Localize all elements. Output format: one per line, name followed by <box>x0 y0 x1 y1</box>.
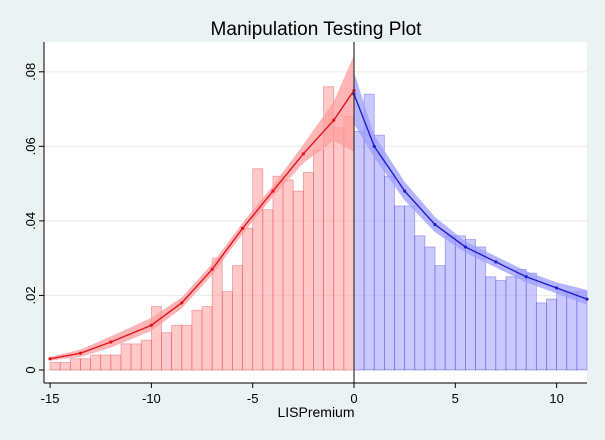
left-histogram-bar <box>242 227 254 371</box>
left-histogram-bar <box>252 168 264 371</box>
left-histogram-bar <box>140 339 152 371</box>
left-histogram-bar <box>211 257 223 371</box>
left-estimate-point <box>109 340 113 344</box>
right-histogram-bar <box>485 276 497 371</box>
confidence-bands <box>50 55 587 361</box>
right-estimate-point <box>494 260 498 264</box>
right-histogram-bar <box>475 246 487 371</box>
right-histogram-bar <box>566 291 578 371</box>
right-histogram-bar <box>505 276 517 371</box>
left-histogram-bar <box>232 265 243 371</box>
right-histogram-bar <box>424 246 436 371</box>
right-histogram-bar <box>535 302 547 371</box>
x-axis-title: LISPremium <box>277 404 354 420</box>
x-tick-label: -15 <box>41 391 60 406</box>
left-estimate-point <box>78 351 83 355</box>
right-histogram-bar <box>556 291 568 371</box>
left-histogram-bar <box>272 175 284 371</box>
right-histogram-bar <box>394 205 406 371</box>
axes-layer: -15 -10 -5 0 5 10 0 .02 .04 .06 .08 <box>23 42 587 406</box>
x-tick-label: -10 <box>142 391 161 406</box>
left-histogram-bar <box>282 179 294 371</box>
right-histogram-bar <box>525 272 537 371</box>
left-histogram-bar <box>80 358 92 371</box>
left-histogram-bar <box>161 332 173 371</box>
left-histogram-bar <box>313 149 325 371</box>
right-histogram-bar <box>495 280 507 371</box>
left-histogram-bar <box>201 306 213 371</box>
x-tick-label: 10 <box>549 391 563 406</box>
left-histogram-bar <box>302 172 314 371</box>
left-histogram-bar <box>130 343 142 371</box>
right-estimate-point <box>463 245 468 249</box>
right-histogram-bar <box>353 131 365 371</box>
left-histogram-bar <box>120 343 132 371</box>
y-tick-label: .04 <box>23 212 38 230</box>
right-histogram-bar <box>414 235 426 371</box>
left-estimate-point <box>332 118 336 122</box>
left-estimate-point <box>210 267 214 271</box>
left-estimate-point <box>149 323 153 327</box>
left-histogram-bar <box>292 190 304 371</box>
right-histogram-bar <box>546 298 558 371</box>
left-histogram-bar <box>191 309 203 371</box>
left-histogram-bar <box>221 291 233 371</box>
right-estimate-point <box>555 286 559 290</box>
right-histogram-bar <box>434 265 446 371</box>
right-histogram-bar <box>404 205 416 371</box>
right-histogram-bar <box>454 235 466 371</box>
right-estimate-point <box>585 297 589 301</box>
right-histogram-bar <box>465 239 476 371</box>
x-tick-label: -5 <box>247 391 259 406</box>
right-histogram-bar <box>373 134 385 371</box>
left-histogram-bar <box>49 362 61 371</box>
y-tick-label: 0 <box>23 366 38 373</box>
x-tick-label: 5 <box>452 391 459 406</box>
left-histogram-bar <box>59 362 71 371</box>
right-estimate-point <box>403 189 407 193</box>
chart-title: Manipulation Testing Plot <box>211 19 423 40</box>
y-tick-label: .02 <box>23 286 38 304</box>
right-confidence-band <box>353 71 587 305</box>
right-histogram-bar <box>383 175 395 371</box>
right-estimate-point <box>524 275 528 279</box>
left-estimate-point <box>180 301 184 305</box>
right-histogram-bar <box>363 93 375 371</box>
right-histogram-bar <box>515 268 527 371</box>
density-lines <box>48 88 589 361</box>
left-histogram-bar <box>110 354 122 371</box>
x-tick-label: 0 <box>350 391 357 406</box>
left-estimate-point <box>240 226 245 230</box>
right-estimate-point <box>372 144 376 148</box>
left-histogram-bar <box>69 358 81 371</box>
left-histogram-bar <box>171 324 183 371</box>
right-estimate-point <box>433 223 437 227</box>
left-histogram-bar <box>181 324 193 371</box>
y-tick-label: .06 <box>23 137 38 155</box>
left-histogram-bar <box>90 354 102 371</box>
left-estimate-point <box>48 357 52 361</box>
left-estimate-point <box>301 152 305 156</box>
histogram-bars <box>49 86 588 371</box>
left-estimate-point <box>271 189 275 193</box>
left-histogram-bar <box>262 209 274 371</box>
right-histogram-bar <box>444 235 456 371</box>
left-histogram-bar <box>100 354 112 371</box>
left-histogram-bar <box>343 116 355 371</box>
left-histogram-bar <box>333 127 345 371</box>
y-tick-label: .08 <box>23 63 38 81</box>
